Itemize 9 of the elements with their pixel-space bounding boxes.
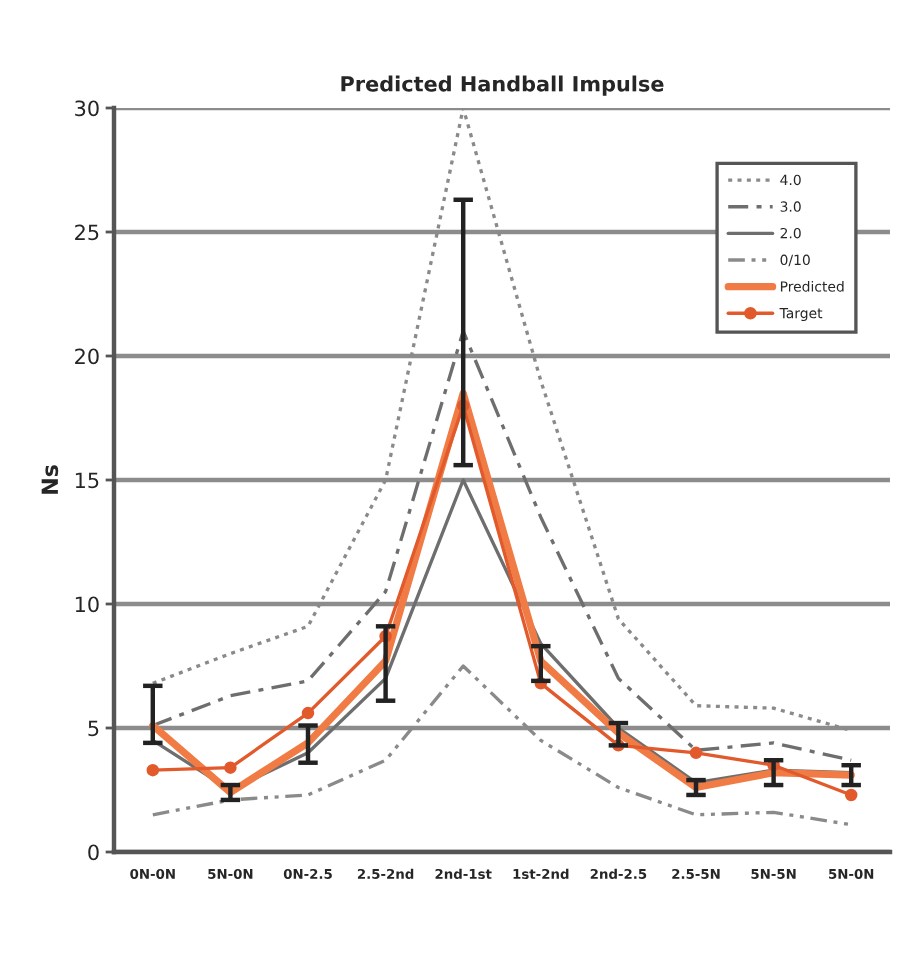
- y-tick-label: 5: [88, 720, 99, 737]
- y-tick-label: 30: [75, 100, 99, 117]
- y-tick-label: 10: [75, 596, 99, 613]
- y-tick-label: 15: [75, 472, 99, 489]
- chart-title: Predicted Handball Impulse: [341, 75, 664, 96]
- y-axis-title: Ns: [41, 465, 59, 494]
- y-tick-label: 0: [88, 844, 99, 861]
- y-tick-label: 25: [75, 224, 99, 241]
- y-tick-label: 20: [75, 348, 99, 365]
